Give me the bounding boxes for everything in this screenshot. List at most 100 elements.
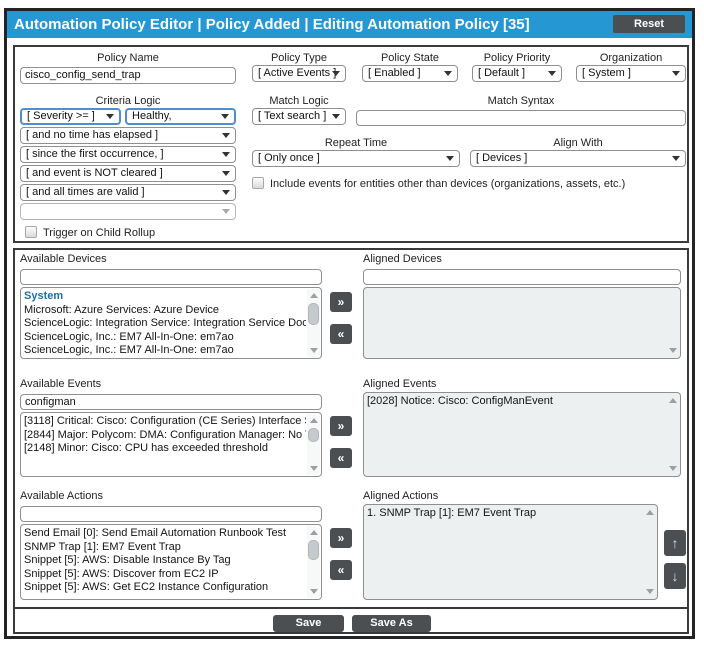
aligned-actions-listbox[interactable]: 1. SNMP Trap [1]: EM7 Event Trap <box>363 504 658 600</box>
list-item[interactable]: ScienceLogic, Inc.: EM7 All-In-One: em7a… <box>24 344 234 356</box>
repeat-time-label: Repeat Time <box>324 137 388 149</box>
scroll-down-icon[interactable] <box>310 466 318 471</box>
chevron-down-icon <box>672 71 680 76</box>
align-with-label: Align With <box>553 137 603 149</box>
criteria-severity-operator-select[interactable]: [ Severity >= ] <box>20 108 121 125</box>
criteria-severity-value-select[interactable]: Healthy, <box>125 108 236 125</box>
trigger-on-child-rollup-checkbox[interactable] <box>25 226 37 238</box>
list-item[interactable]: SNMP Trap [1]: EM7 Event Trap <box>24 540 181 553</box>
scroll-up-icon[interactable] <box>669 398 677 403</box>
list-item[interactable]: Snippet [5]: AWS: Discover from EC2 IP <box>24 567 219 580</box>
scroll-down-icon[interactable] <box>669 348 677 353</box>
include-other-entities-checkbox[interactable] <box>252 177 264 189</box>
page-title: Automation Policy Editor | Policy Added … <box>14 16 530 33</box>
scroll-down-icon[interactable] <box>646 589 654 594</box>
scrollbar[interactable] <box>643 506 656 598</box>
save-button[interactable]: Save <box>273 615 344 632</box>
unalign-events-button[interactable]: « <box>330 448 352 468</box>
scrollbar[interactable] <box>307 414 320 475</box>
policy-state-select[interactable]: [ Enabled ] <box>362 65 458 82</box>
align-events-button[interactable]: » <box>330 416 352 436</box>
available-devices-filter-input[interactable] <box>20 269 322 285</box>
chevron-down-icon <box>672 156 680 161</box>
align-actions-button[interactable]: » <box>330 528 352 548</box>
aligned-devices-filter-input[interactable] <box>363 269 681 285</box>
chevron-down-icon <box>222 190 230 195</box>
aligned-events-label: Aligned Events <box>363 378 437 390</box>
reset-button[interactable]: Reset <box>613 15 685 33</box>
scroll-down-icon[interactable] <box>310 348 318 353</box>
move-action-down-button[interactable]: ↓ <box>664 563 686 589</box>
policy-priority-label: Policy Priority <box>483 52 551 64</box>
aligned-events-listbox[interactable]: [2028] Notice: Cisco: ConfigManEvent <box>363 392 681 477</box>
list-item[interactable]: 1. SNMP Trap [1]: EM7 Event Trap <box>367 507 537 519</box>
scrollbar-thumb[interactable] <box>308 303 319 325</box>
available-events-filter-input[interactable] <box>20 394 322 410</box>
policy-name-field-wrap <box>20 65 236 84</box>
unalign-actions-button[interactable]: « <box>330 560 352 580</box>
list-item[interactable]: [2148] Minor: Cisco: CPU has exceeded th… <box>24 442 268 455</box>
policy-type-select[interactable]: [ Active Events ] <box>252 65 346 82</box>
list-item[interactable]: [3118] Critical: Cisco: Configuration (C… <box>24 415 306 427</box>
criteria-time-elapsed-select[interactable]: [ and no time has elapsed ] <box>20 127 236 144</box>
scroll-up-icon[interactable] <box>310 418 318 423</box>
criteria-severity-value: Healthy, <box>132 110 172 122</box>
scroll-up-icon[interactable] <box>310 530 318 535</box>
list-item[interactable]: [2844] Major: Polycom: DMA: Configuratio… <box>24 428 306 441</box>
list-item[interactable]: [2028] Notice: Cisco: ConfigManEvent <box>367 395 553 407</box>
chevron-down-icon <box>446 156 454 161</box>
align-with-value: [ Devices ] <box>476 152 528 164</box>
criteria-cleared-select[interactable]: [ and event is NOT cleared ] <box>20 165 236 182</box>
criteria-empty-select[interactable] <box>20 203 236 220</box>
list-item[interactable]: Snippet [5]: AWS: Get EC2 Instance Confi… <box>24 581 269 594</box>
scrollbar[interactable] <box>666 394 679 475</box>
criteria-occurrence-select[interactable]: [ since the first occurrence, ] <box>20 146 236 163</box>
move-action-up-button[interactable]: ↑ <box>664 530 686 556</box>
organization-select[interactable]: [ System ] <box>576 65 686 82</box>
repeat-time-select[interactable]: [ Only once ] <box>252 150 460 167</box>
criteria-severity-operator-value: [ Severity >= ] <box>27 110 95 122</box>
scrollbar[interactable] <box>307 526 320 598</box>
scrollbar-thumb[interactable] <box>308 540 319 560</box>
available-actions-filter-input[interactable] <box>20 506 322 522</box>
criteria-occurrence-value: [ since the first occurrence, ] <box>26 148 164 160</box>
available-actions-listbox[interactable]: Send Email [0]: Send Email Automation Ru… <box>20 524 322 600</box>
match-logic-value: [ Text search ] <box>258 110 327 122</box>
policy-name-label: Policy Name <box>97 52 159 64</box>
aligned-devices-label: Aligned Devices <box>363 253 442 265</box>
footer-divider <box>15 607 687 609</box>
list-item[interactable]: ScienceLogic: Integration Service: Integ… <box>24 317 306 330</box>
list-item[interactable]: Microsoft: Azure Services: Azure Device <box>24 303 220 316</box>
criteria-times-valid-select[interactable]: [ and all times are valid ] <box>20 184 236 201</box>
scrollbar[interactable] <box>307 289 320 357</box>
scroll-down-icon[interactable] <box>669 466 677 471</box>
available-events-listbox[interactable]: [3118] Critical: Cisco: Configuration (C… <box>20 412 322 477</box>
list-item[interactable]: Snippet [5]: AWS: Disable Instance By Ta… <box>24 554 231 567</box>
available-devices-listbox[interactable]: System Microsoft: Azure Services: Azure … <box>20 287 322 359</box>
available-devices-filter-wrap <box>20 267 322 285</box>
list-item[interactable]: System <box>24 290 64 302</box>
policy-name-input[interactable] <box>20 66 236 84</box>
list-item[interactable]: Send Email [0]: Send Email Automation Ru… <box>24 527 287 539</box>
scroll-up-icon[interactable] <box>310 293 318 298</box>
scrollbar[interactable] <box>666 289 679 357</box>
scrollbar-thumb[interactable] <box>308 428 319 442</box>
match-syntax-input[interactable] <box>356 110 686 126</box>
scroll-up-icon[interactable] <box>646 510 654 515</box>
match-logic-select[interactable]: [ Text search ] <box>252 108 346 125</box>
title-bar: Automation Policy Editor | Policy Added … <box>7 11 692 38</box>
list-item[interactable]: ScienceLogic, Inc.: EM7 All-In-One: em7a… <box>24 330 234 343</box>
scroll-down-icon[interactable] <box>310 589 318 594</box>
available-events-label: Available Events <box>20 378 102 390</box>
aligned-devices-listbox[interactable] <box>363 287 681 359</box>
save-as-button[interactable]: Save As <box>352 615 431 632</box>
chevron-down-icon <box>332 71 340 76</box>
policy-priority-select[interactable]: [ Default ] <box>472 65 562 82</box>
policy-state-value: [ Enabled ] <box>368 67 421 79</box>
aligned-devices-filter-wrap <box>363 267 681 285</box>
unalign-devices-button[interactable]: « <box>330 324 352 344</box>
align-devices-button[interactable]: » <box>330 292 352 312</box>
chevron-down-icon <box>332 114 340 119</box>
align-with-select[interactable]: [ Devices ] <box>470 150 686 167</box>
